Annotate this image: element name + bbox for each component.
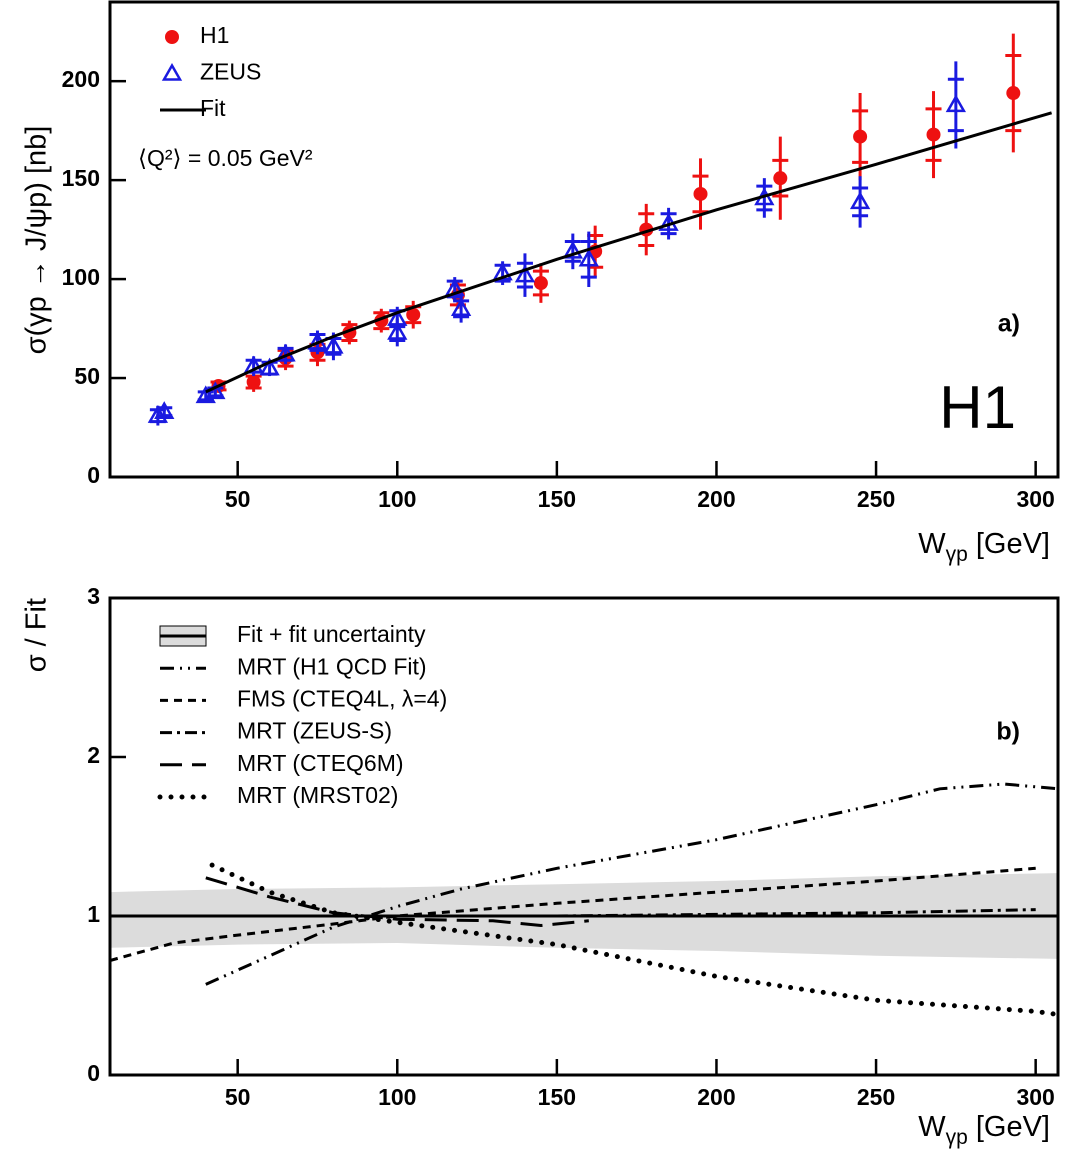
x-tick-label: 250 [857, 1084, 895, 1110]
data-point [514, 264, 536, 283]
plot-frame [108, 0, 1060, 479]
plot-area [110, 782, 1058, 1018]
legend-label: MRT (CTEQ6M) [237, 750, 404, 776]
x-axis-title-sub: γp [946, 1126, 968, 1149]
data-point [853, 129, 868, 144]
y-tick-label: 100 [62, 264, 100, 290]
annotation: ⟨Q²⟩ = 0.05 GeV² [138, 145, 313, 171]
data-point [849, 191, 871, 210]
y-axis-title: σ / Fit [21, 598, 53, 672]
data-point [387, 322, 408, 340]
x-tick-label: 150 [538, 486, 576, 512]
legend-label: MRT (H1 QCD Fit) [237, 653, 427, 679]
data-point [243, 355, 264, 374]
legend-label: ZEUS [200, 59, 261, 85]
x-tick-label: 50 [225, 1084, 251, 1110]
x-axis-title-unit: [GeV] [976, 1111, 1050, 1143]
x-tick-label: 100 [378, 486, 416, 512]
data-point [533, 276, 548, 291]
legend-label: H1 [200, 22, 229, 48]
y-tick-label: 0 [87, 1060, 100, 1086]
x-tick-label: 300 [1016, 1084, 1054, 1110]
data-point [945, 94, 967, 113]
x-tick-label: 150 [538, 1084, 576, 1110]
watermark: H1 [939, 374, 1016, 441]
y-tick-label: 150 [62, 165, 100, 191]
y-tick-label: 0 [87, 462, 100, 488]
x-axis-title-main: W [918, 528, 946, 560]
y-tick-label: 3 [87, 583, 100, 609]
legend-marker [161, 62, 183, 81]
panel-label: a) [998, 310, 1020, 338]
data-point [154, 401, 175, 419]
y-tick-label: 1 [87, 901, 100, 927]
data-point [450, 298, 472, 317]
series-line [110, 866, 1036, 962]
data-point [773, 171, 788, 186]
data-point [578, 248, 599, 267]
panel-label: b) [996, 718, 1020, 746]
data-point [1006, 86, 1021, 101]
series-line [205, 111, 1053, 394]
series-line [209, 862, 1058, 1018]
x-axis-title-main: W [918, 1111, 946, 1143]
y-tick-label: 200 [62, 66, 100, 92]
legend-label: FMS (CTEQ4L, λ=4) [237, 685, 447, 711]
y-axis-title: σ(γp → J/ψp) [nb] [21, 126, 53, 355]
x-axis-title: Wγp [GeV] [918, 1111, 1050, 1149]
data-point [323, 335, 344, 354]
legend-label: MRT (MRST02) [237, 782, 398, 808]
x-tick-label: 200 [697, 1084, 735, 1110]
legend-label: MRT (ZEUS-S) [237, 718, 392, 744]
x-tick-label: 50 [225, 486, 251, 512]
series-line [205, 782, 1058, 986]
y-tick-label: 2 [87, 742, 100, 768]
data-point [562, 240, 583, 259]
x-axis-title: Wγp [GeV] [918, 528, 1050, 566]
plot-area [147, 33, 1053, 426]
legend-marker [165, 30, 179, 44]
x-tick-label: 300 [1016, 486, 1054, 512]
x-axis-title-unit: [GeV] [976, 528, 1050, 560]
data-point [693, 186, 708, 201]
x-axis-title-sub: γp [946, 543, 968, 566]
series-line [205, 876, 589, 928]
legend-label: Fit [200, 95, 226, 121]
legend-label: Fit + fit uncertainty [237, 621, 426, 647]
y-tick-label: 50 [74, 363, 100, 389]
data-point [406, 307, 421, 322]
x-tick-label: 250 [857, 486, 895, 512]
x-tick-label: 100 [378, 1084, 416, 1110]
data-point [926, 127, 941, 142]
data-point [259, 357, 280, 376]
plot-frame [108, 596, 1060, 1077]
data-point [492, 262, 513, 281]
data-point [246, 375, 261, 389]
x-tick-label: 200 [697, 486, 735, 512]
